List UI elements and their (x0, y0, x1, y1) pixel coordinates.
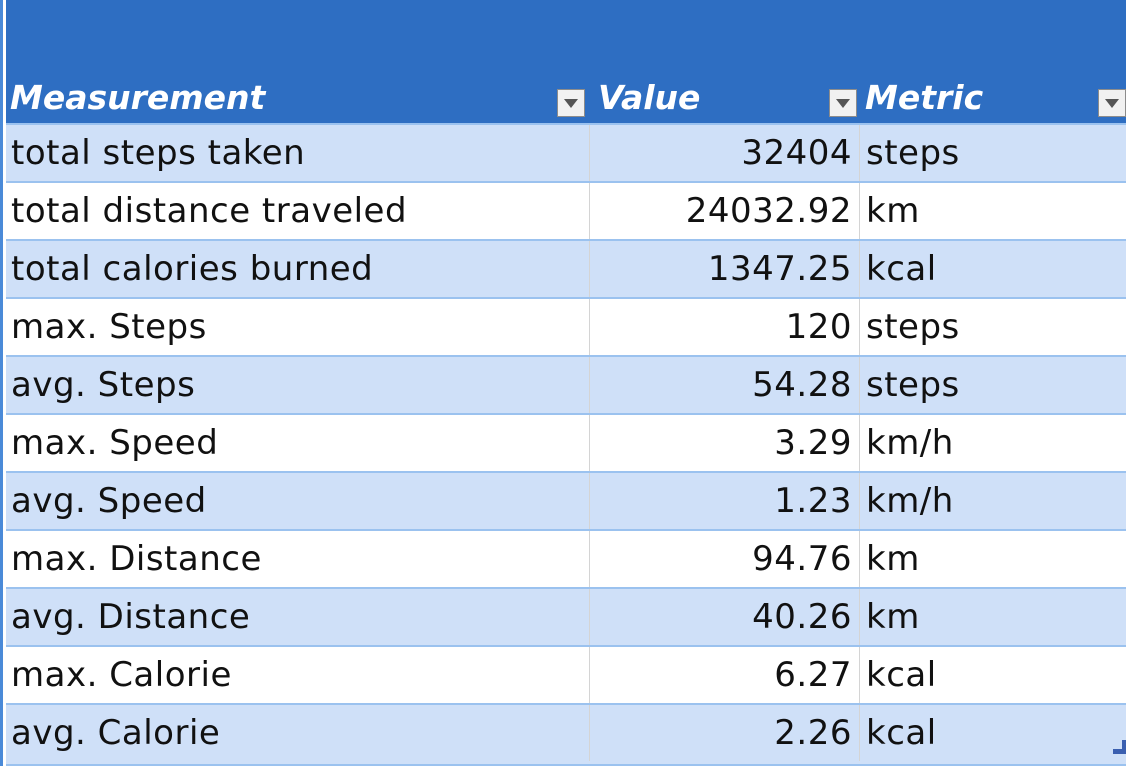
measurement-cell[interactable]: total distance traveled (11, 191, 408, 231)
value-cell[interactable]: 54.28 (752, 365, 852, 405)
measurement-cell[interactable]: max. Distance (11, 539, 262, 579)
column-divider (859, 705, 860, 761)
column-divider (859, 125, 860, 181)
column-divider (859, 183, 860, 239)
metric-cell[interactable]: kcal (866, 655, 937, 695)
table-row: max. Steps 120 steps (6, 297, 1126, 355)
measurement-cell[interactable]: total steps taken (11, 133, 306, 173)
metric-cell[interactable]: km (866, 597, 920, 637)
column-divider (859, 357, 860, 413)
value-cell[interactable]: 2.26 (774, 713, 852, 753)
column-divider (859, 531, 860, 587)
metric-cell[interactable]: km/h (866, 481, 954, 521)
value-cell[interactable]: 94.76 (752, 539, 852, 579)
header-value[interactable]: Value (598, 78, 701, 117)
column-divider (589, 415, 590, 471)
column-divider (859, 647, 860, 703)
metric-cell[interactable]: steps (866, 365, 960, 405)
measurement-cell[interactable]: max. Steps (11, 307, 207, 347)
dropdown-arrow-icon (1105, 99, 1119, 108)
table-row: avg. Calorie 2.26 kcal (6, 703, 1126, 766)
table-row: total distance traveled 24032.92 km (6, 181, 1126, 239)
column-divider (859, 415, 860, 471)
measurement-cell[interactable]: max. Calorie (11, 655, 232, 695)
filter-button-value[interactable] (829, 89, 857, 117)
column-divider (859, 299, 860, 355)
measurement-cell[interactable]: total calories burned (11, 249, 374, 289)
measurement-cell[interactable]: avg. Speed (11, 481, 207, 521)
dropdown-arrow-icon (564, 99, 578, 108)
table-header: Measurement Value Metric (6, 0, 1126, 124)
column-divider (589, 647, 590, 703)
table-row: max. Distance 94.76 km (6, 529, 1126, 587)
metric-cell[interactable]: kcal (866, 713, 937, 753)
column-divider (589, 241, 590, 297)
column-divider (859, 589, 860, 645)
filter-button-measurement[interactable] (557, 89, 585, 117)
filter-button-metric[interactable] (1098, 89, 1126, 117)
column-divider (589, 473, 590, 529)
column-divider (589, 705, 590, 761)
column-divider (589, 125, 590, 181)
value-cell[interactable]: 120 (785, 307, 852, 347)
dropdown-arrow-icon (836, 99, 850, 108)
metric-cell[interactable]: km (866, 191, 920, 231)
value-cell[interactable]: 24032.92 (685, 191, 852, 231)
table-row: avg. Distance 40.26 km (6, 587, 1126, 645)
column-divider (589, 357, 590, 413)
table-row: total calories burned 1347.25 kcal (6, 239, 1126, 297)
value-cell[interactable]: 40.26 (752, 597, 852, 637)
measurement-cell[interactable]: avg. Distance (11, 597, 251, 637)
table-row: avg. Speed 1.23 km/h (6, 471, 1126, 529)
column-divider (589, 531, 590, 587)
value-cell[interactable]: 32404 (741, 133, 852, 173)
column-divider (589, 183, 590, 239)
header-measurement[interactable]: Measurement (10, 78, 266, 117)
value-cell[interactable]: 1347.25 (707, 249, 852, 289)
column-divider (589, 299, 590, 355)
measurement-cell[interactable]: avg. Steps (11, 365, 196, 405)
measurement-cell[interactable]: avg. Calorie (11, 713, 221, 753)
metric-cell[interactable]: kcal (866, 249, 937, 289)
column-divider (589, 589, 590, 645)
measurement-cell[interactable]: max. Speed (11, 423, 219, 463)
metric-cell[interactable]: km (866, 539, 920, 579)
column-divider (859, 473, 860, 529)
table-row: total steps taken 32404 steps (6, 123, 1126, 181)
table-row: max. Calorie 6.27 kcal (6, 645, 1126, 703)
value-cell[interactable]: 6.27 (774, 655, 852, 695)
metric-cell[interactable]: steps (866, 307, 960, 347)
value-cell[interactable]: 1.23 (774, 481, 852, 521)
metric-cell[interactable]: steps (866, 133, 960, 173)
column-divider (859, 241, 860, 297)
value-cell[interactable]: 3.29 (774, 423, 852, 463)
metric-cell[interactable]: km/h (866, 423, 954, 463)
table-row: avg. Steps 54.28 steps (6, 355, 1126, 413)
header-metric[interactable]: Metric (865, 78, 984, 117)
table-resize-handle-icon[interactable] (1113, 740, 1126, 754)
table-row: max. Speed 3.29 km/h (6, 413, 1126, 471)
